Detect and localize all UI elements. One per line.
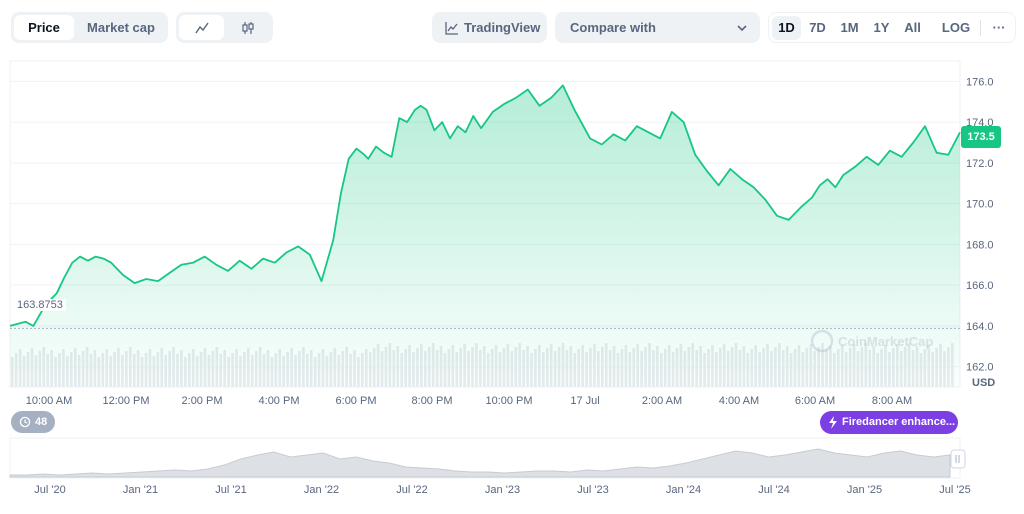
x-tick-label: 2:00 AM (641, 395, 683, 407)
compare-placeholder: Compare with (570, 20, 656, 35)
compare-with-select[interactable]: Compare with (555, 12, 760, 43)
history-icon (19, 416, 31, 428)
y-tick-label: 176.0 (966, 76, 994, 88)
open-price-label: 163.8753 (14, 299, 66, 311)
event-label: Firedancer enhance... (842, 416, 956, 428)
current-price-badge: 173.5 (961, 126, 1001, 148)
chevron-down-icon (737, 25, 747, 32)
tradingview-label: TradingView (464, 20, 541, 35)
view-toggle: Price Market cap (11, 12, 168, 43)
navigator-tick-label: Jan '21 (122, 484, 159, 496)
navigator-tick-label: Jan '25 (846, 484, 883, 496)
x-tick-label: 4:00 AM (718, 395, 760, 407)
tab-price[interactable]: Price (14, 15, 74, 40)
y-tick-label: 164.0 (966, 321, 994, 333)
y-tick-label: 168.0 (966, 239, 994, 251)
chart-type-toggle (176, 12, 273, 43)
y-tick-label: 170.0 (966, 199, 994, 211)
navigator-history-area (9, 448, 951, 478)
x-tick-label: 10:00 PM (485, 395, 533, 407)
navigator-tick-label: Jul '23 (577, 484, 609, 496)
price-area (10, 85, 960, 388)
navigator-handle[interactable] (950, 449, 966, 469)
range-1y[interactable]: 1Y (873, 20, 890, 35)
navigator-tick-label: Jul '21 (215, 484, 247, 496)
x-tick-label: 6:00 PM (335, 395, 377, 407)
range-1m[interactable]: 1M (840, 20, 859, 35)
watermark: CoinMarketCap (810, 329, 933, 353)
chart-area-icon (445, 22, 458, 35)
navigator-tick-label: Jul '22 (396, 484, 428, 496)
x-tick-label: 8:00 AM (871, 395, 913, 407)
y-tick-label: 166.0 (966, 280, 994, 292)
line-chart-button[interactable] (179, 15, 224, 40)
candlestick-chart-button[interactable] (226, 15, 270, 40)
navigator-tick-label: Jul '24 (758, 484, 790, 496)
navigator-tick-label: Jul '25 (939, 484, 971, 496)
lightning-icon (829, 416, 837, 429)
navigator-tick-label: Jan '24 (665, 484, 702, 496)
y-tick-label: 172.0 (966, 158, 994, 170)
x-tick-label: 6:00 AM (794, 395, 836, 407)
watermark-text: CoinMarketCap (838, 334, 933, 349)
events-count: 48 (35, 416, 48, 428)
toolbar-divider (980, 20, 981, 36)
events-badge[interactable]: 48 (11, 411, 55, 433)
range-1d[interactable]: 1D (772, 16, 801, 40)
x-tick-label: 8:00 PM (411, 395, 453, 407)
time-range-selector: 1D 7D 1M 1Y All LOG ··· (768, 12, 1016, 43)
range-7d[interactable]: 7D (809, 20, 826, 35)
navigator-tick-label: Jan '22 (303, 484, 340, 496)
tab-market-cap[interactable]: Market cap (87, 20, 155, 35)
event-pill[interactable]: Firedancer enhance... (820, 411, 958, 434)
y-axis-unit: USD (972, 377, 996, 389)
x-tick-label: 4:00 PM (258, 395, 300, 407)
x-tick-label: 10:00 AM (25, 395, 73, 407)
navigator-tick-label: Jan '23 (484, 484, 521, 496)
coinmarketcap-logo-icon (810, 329, 834, 353)
y-tick-label: 162.0 (966, 362, 994, 374)
tradingview-button[interactable]: TradingView (432, 12, 547, 43)
x-tick-label: 17 Jul (570, 395, 600, 407)
navigator-tick-label: Jul '20 (34, 484, 66, 496)
price-line (9, 84, 961, 327)
candlestick-icon (242, 22, 254, 34)
more-options-button[interactable]: ··· (992, 20, 1006, 35)
x-tick-label: 2:00 PM (181, 395, 223, 407)
log-toggle[interactable]: LOG (941, 20, 971, 35)
line-chart-icon (194, 22, 209, 34)
range-all[interactable]: All (904, 20, 921, 35)
x-tick-label: 12:00 PM (102, 395, 150, 407)
